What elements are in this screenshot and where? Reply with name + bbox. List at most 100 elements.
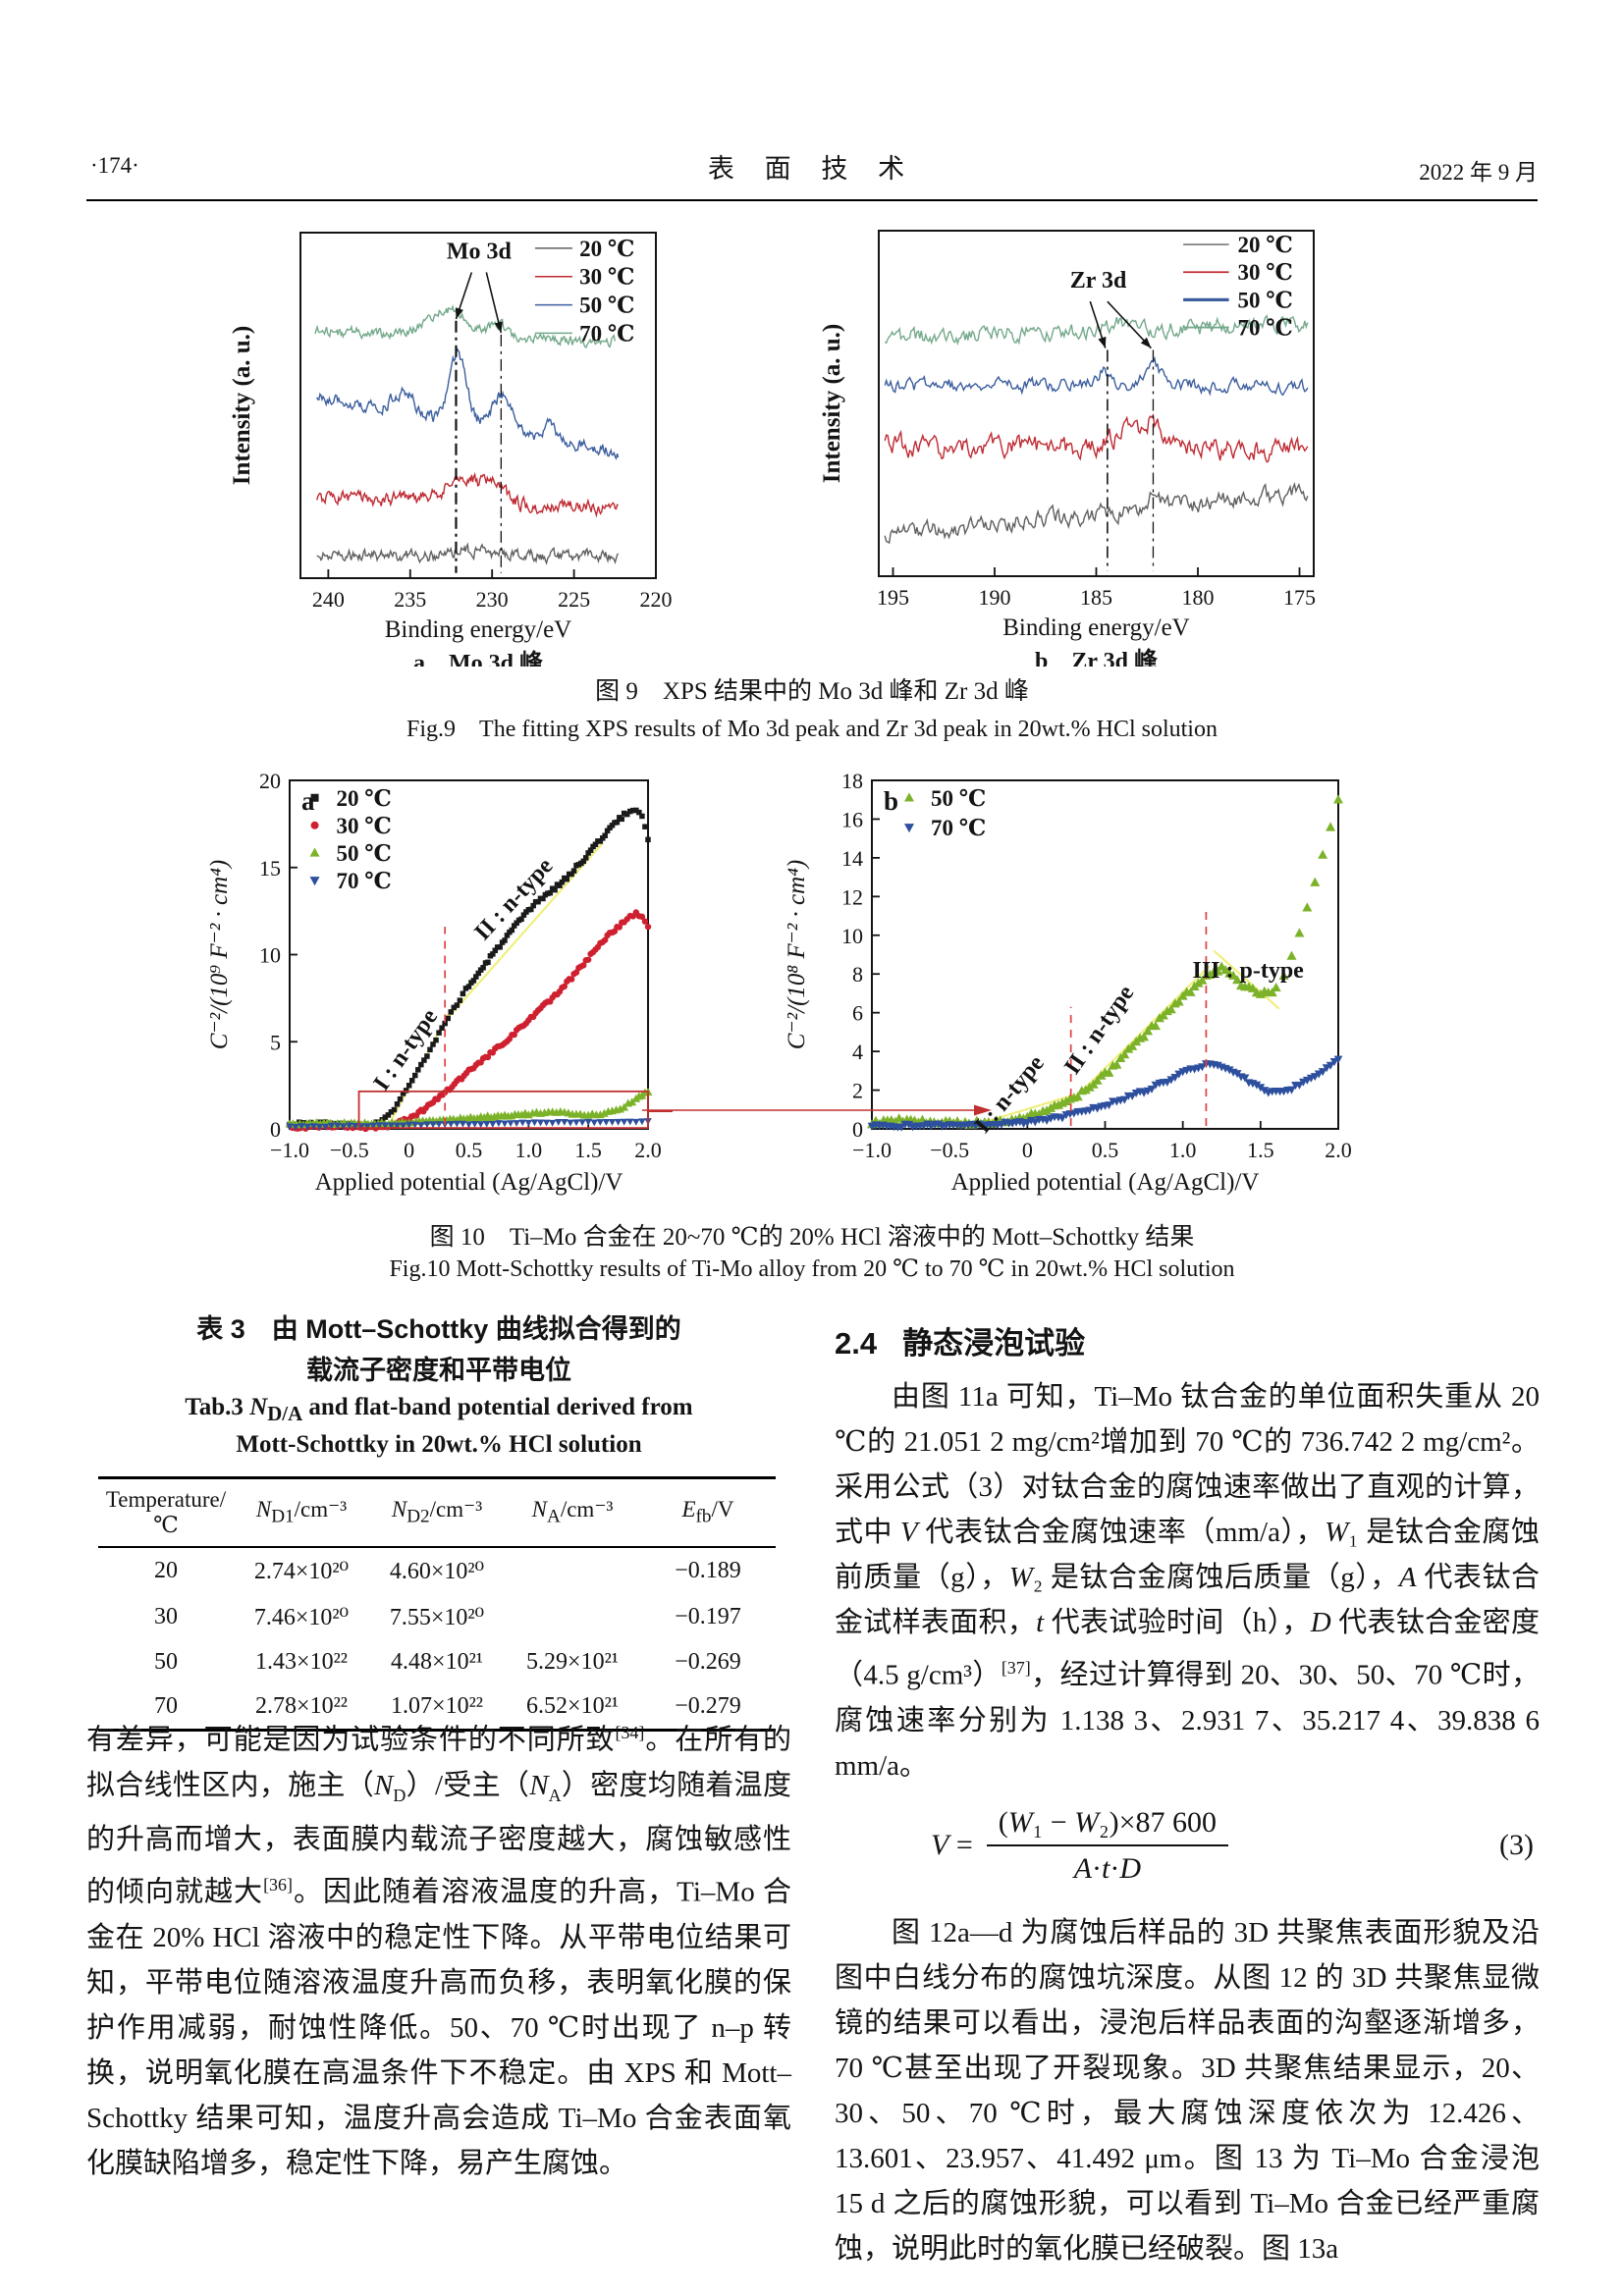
- table-row: 20 2.74×10²⁰ 4.60×10²⁰ −0.189: [98, 1547, 776, 1594]
- table-cell: −0.269: [675, 1649, 741, 1675]
- svg-text:0.5: 0.5: [456, 1138, 483, 1162]
- table-cell: 20: [154, 1558, 178, 1583]
- svg-text:2: 2: [852, 1079, 863, 1103]
- table3-title-en-line2: Mott-Schottky in 20wt.% HCl solution: [236, 1431, 642, 1458]
- table-cell: 50: [154, 1649, 178, 1675]
- table-cell: 1.07×10²²: [391, 1693, 483, 1719]
- svg-text:50 ℃: 50 ℃: [931, 786, 986, 811]
- svg-text:50 ℃: 50 ℃: [337, 841, 392, 866]
- svg-text:Binding energy/eV: Binding energy/eV: [1002, 614, 1189, 641]
- svg-text:0: 0: [852, 1117, 863, 1142]
- svg-text:0.5: 0.5: [1092, 1138, 1119, 1162]
- svg-text:50 ℃: 50 ℃: [579, 294, 634, 318]
- svg-text:70 ℃: 70 ℃: [931, 816, 986, 840]
- header-rule: [86, 199, 1538, 201]
- svg-text:20 ℃: 20 ℃: [579, 237, 634, 261]
- table3-column-header: ND1/cm⁻³: [234, 1477, 369, 1548]
- equation-lhs: V =: [931, 1829, 973, 1861]
- table-cell: −0.279: [675, 1693, 741, 1719]
- table3-column-header: NA/cm⁻³: [505, 1477, 640, 1548]
- svg-text:10: 10: [259, 943, 281, 968]
- figure10-panel-a-chart: −1.0 −0.5 0 0.5 1.0 1.5 2.0 0 5 10 15 20 Applied pot…: [206, 769, 673, 1196]
- table3: Temperature/℃ ND1/cm⁻³ ND2/cm⁻³ NA/cm⁻³ Efb/…: [98, 1476, 776, 1732]
- svg-text:a Mo 3d 峰: a Mo 3d 峰: [413, 649, 543, 667]
- svg-text:Binding energy/eV: Binding energy/eV: [385, 616, 571, 643]
- svg-text:0: 0: [270, 1117, 281, 1142]
- svg-text:a: a: [301, 786, 315, 816]
- figure9-caption-zh: 图 9 XPS 结果中的 Mo 3d 峰和 Zr 3d 峰: [595, 678, 1029, 705]
- svg-text:−1.0: −1.0: [852, 1138, 892, 1162]
- svg-text:C⁻²/(10⁹ F⁻² · cm⁴): C⁻²/(10⁹ F⁻² · cm⁴): [206, 860, 233, 1049]
- table-cell: 1.43×10²²: [255, 1649, 348, 1675]
- svg-text:Mo 3d: Mo 3d: [447, 239, 513, 264]
- table3-column-header: ND2/cm⁻³: [369, 1477, 505, 1548]
- svg-text:−1.0: −1.0: [270, 1138, 309, 1162]
- journal-title: 表 面 技 术: [707, 154, 917, 184]
- figure10-panel-b-chart: −1.0 −0.5 0 0.5 1.0 1.5 2.0 0 2 4 6 8 10 12 14 16 18 Appl…: [784, 769, 1352, 1196]
- svg-text:5: 5: [270, 1030, 281, 1054]
- svg-text:b Zr 3d 峰: b Zr 3d 峰: [1035, 647, 1158, 667]
- table-cell: 70: [154, 1693, 178, 1719]
- svg-text:15: 15: [259, 856, 281, 881]
- table-cell: 7.46×10²⁰: [253, 1605, 350, 1630]
- svg-text:Applied potential (Ag/AgCl)/V: Applied potential (Ag/AgCl)/V: [951, 1169, 1260, 1196]
- svg-text:8: 8: [852, 962, 863, 987]
- svg-text:−0.5: −0.5: [930, 1138, 969, 1162]
- section-title: 静态浸泡试验: [902, 1326, 1086, 1361]
- svg-text:70 ℃: 70 ℃: [1237, 316, 1292, 341]
- equation-denominator: A·t·D: [1073, 1852, 1142, 1885]
- svg-text:195: 195: [877, 585, 909, 610]
- figure9-caption-en: Fig.9 The fitting XPS results of Mo 3d p…: [406, 717, 1218, 742]
- table-cell: 7.55×10²⁰: [389, 1605, 485, 1630]
- svg-text:18: 18: [841, 769, 863, 793]
- svg-text:0: 0: [1022, 1138, 1033, 1162]
- svg-text:185: 185: [1080, 585, 1112, 610]
- issue-date: 2022 年 9 月: [1419, 160, 1538, 185]
- equation-numerator: (W₁ − W₂)×87 600: [986, 1804, 1229, 1846]
- table3-title-zh-line1: 表 3 由 Mott–Schottky 曲线拟合得到的: [196, 1314, 681, 1344]
- equation-3: V = (W₁ − W₂)×87 600 A·t·D (3): [835, 1794, 1540, 1896]
- svg-text:2.0: 2.0: [1325, 1138, 1352, 1162]
- svg-text:10: 10: [841, 924, 863, 948]
- svg-text:Zr 3d: Zr 3d: [1070, 268, 1127, 294]
- table-cell: [505, 1547, 640, 1594]
- section-heading: 2.4 静态浸泡试验: [835, 1318, 1085, 1362]
- table3-title-en-line1: Tab.3 ND/A and flat-band potential deriv…: [185, 1394, 693, 1425]
- svg-text:0: 0: [404, 1138, 414, 1162]
- page-number: ·174·: [90, 153, 139, 178]
- equation-number: (3): [1499, 1829, 1534, 1861]
- svg-text:4: 4: [852, 1040, 863, 1064]
- figure10-caption-en: Fig.10 Mott-Schottky results of Ti-Mo al…: [389, 1256, 1235, 1282]
- table-cell: [505, 1594, 640, 1640]
- table-cell: 4.60×10²⁰: [389, 1559, 485, 1584]
- svg-text:14: 14: [841, 846, 863, 871]
- right-column-paragraph-1: 由图 11a 可知，Ti–Mo 钛合金的单位面积失重从 20 ℃的 21.051…: [835, 1381, 1540, 1782]
- table-cell: −0.197: [675, 1604, 741, 1629]
- figure9-panel-a-chart: 240 235 230 225 220 Binding energy/eV a Mo 3d …: [229, 232, 673, 667]
- table-cell: −0.189: [675, 1558, 741, 1583]
- table3-header: Temperature/℃ ND1/cm⁻³ ND2/cm⁻³ NA/cm⁻³ Efb/…: [98, 1477, 776, 1548]
- svg-text:230: 230: [476, 587, 509, 612]
- section-number: 2.4: [835, 1326, 878, 1361]
- svg-text:1.0: 1.0: [1169, 1138, 1197, 1162]
- svg-text:180: 180: [1182, 585, 1215, 610]
- svg-text:6: 6: [852, 1001, 863, 1026]
- table3-column-header: Efb/V: [640, 1477, 776, 1548]
- table-cell: 2.78×10²²: [255, 1693, 348, 1719]
- svg-text:50 ℃: 50 ℃: [1237, 288, 1292, 312]
- table3-column-header: Temperature/℃: [98, 1477, 234, 1548]
- svg-text:12: 12: [841, 884, 863, 909]
- svg-text:20 ℃: 20 ℃: [1237, 233, 1292, 257]
- right-column-paragraph-2: 图 12a—d 为腐蚀后样品的 3D 共聚焦表面形貌及沿图中白线分布的腐蚀坑深度…: [835, 1917, 1540, 2265]
- svg-text:1.5: 1.5: [1247, 1138, 1274, 1162]
- equation-fraction: (W₁ − W₂)×87 600 A·t·D: [986, 1804, 1229, 1888]
- svg-text:225: 225: [558, 587, 590, 612]
- table-cell: 2.74×10²⁰: [253, 1559, 350, 1584]
- svg-text:30 ℃: 30 ℃: [579, 265, 634, 290]
- svg-text:16: 16: [841, 807, 863, 831]
- table-cell: 5.29×10²¹: [526, 1649, 619, 1675]
- svg-text:70 ℃: 70 ℃: [579, 321, 634, 346]
- left-column-paragraph: 有差异，可能是因为试验条件的不同所致[34]。在所有的拟合线性区内，施主（ND）…: [86, 1723, 791, 2180]
- svg-text:2.0: 2.0: [634, 1138, 662, 1162]
